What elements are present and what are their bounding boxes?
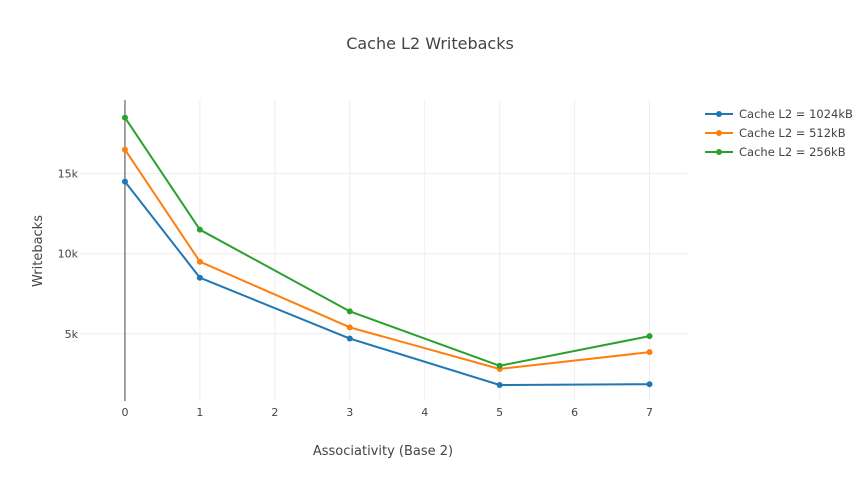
data-point[interactable] <box>121 178 128 185</box>
x-tick-label: 3 <box>346 406 353 419</box>
x-tick-label: 4 <box>421 406 428 419</box>
legend-item[interactable]: Cache L2 = 256kB <box>705 145 846 159</box>
x-tick-label: 1 <box>196 406 203 419</box>
data-point[interactable] <box>346 324 353 331</box>
y-tick-label: 15k <box>58 168 79 181</box>
series-line[interactable] <box>124 149 650 370</box>
data-point[interactable] <box>346 335 353 342</box>
x-tick-label: 5 <box>496 406 503 419</box>
data-point[interactable] <box>646 349 653 356</box>
y-tick-label: 10k <box>58 248 79 261</box>
y-tick-label: 5k <box>65 328 79 341</box>
data-point[interactable] <box>496 381 503 388</box>
grid-layer <box>80 100 687 401</box>
legend-item[interactable]: Cache L2 = 1024kB <box>705 107 853 121</box>
x-tick-label: 7 <box>646 406 653 419</box>
data-point[interactable] <box>196 226 203 233</box>
x-tick-label: 2 <box>271 406 278 419</box>
legend-label: Cache L2 = 1024kB <box>739 107 853 121</box>
chart-title: Cache L2 Writebacks <box>346 34 514 53</box>
legend-marker <box>716 111 722 117</box>
series-2[interactable] <box>121 114 653 369</box>
legend-item[interactable]: Cache L2 = 512kB <box>705 126 846 140</box>
data-point[interactable] <box>121 114 128 121</box>
data-point[interactable] <box>196 258 203 265</box>
y-axis-title: Writebacks <box>31 215 46 287</box>
series-1[interactable] <box>121 146 653 372</box>
legend-marker <box>716 149 722 155</box>
legend-marker <box>716 130 722 136</box>
legend[interactable]: Cache L2 = 1024kB Cache L2 = 512kB Cache L… <box>705 107 853 159</box>
legend-label: Cache L2 = 512kB <box>739 126 846 140</box>
series-line[interactable] <box>124 117 650 367</box>
x-tick-label: 0 <box>121 406 128 419</box>
data-point[interactable] <box>646 381 653 388</box>
legend-label: Cache L2 = 256kB <box>739 145 846 159</box>
axis-layer: 0 1 2 3 4 5 6 7 5k 10k 15k <box>58 100 653 419</box>
x-tick-label: 6 <box>571 406 578 419</box>
series-line[interactable] <box>124 181 650 386</box>
data-point[interactable] <box>496 362 503 369</box>
x-axis-title: Associativity (Base 2) <box>313 444 453 459</box>
data-point[interactable] <box>196 274 203 281</box>
series-0[interactable] <box>121 178 653 388</box>
data-point[interactable] <box>121 146 128 153</box>
data-point[interactable] <box>646 333 653 340</box>
series-layer <box>121 114 653 388</box>
data-point[interactable] <box>346 308 353 315</box>
